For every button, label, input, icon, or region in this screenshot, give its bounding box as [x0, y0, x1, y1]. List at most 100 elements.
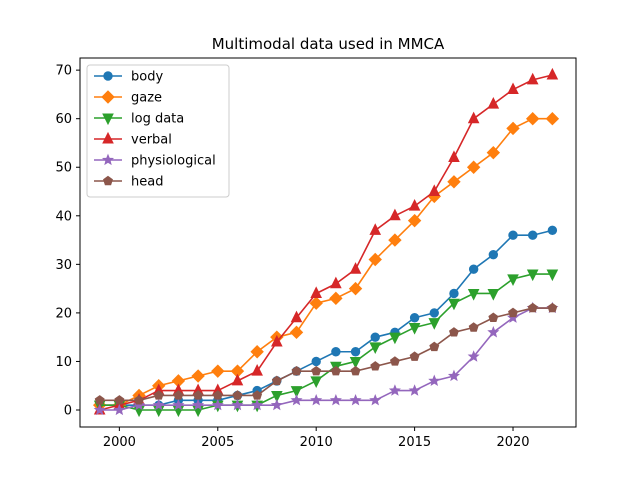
data-point-verbal — [310, 286, 322, 298]
data-point-gaze — [506, 121, 520, 136]
data-point-verbal — [526, 72, 539, 85]
data-point-verbal — [231, 373, 244, 386]
data-point-gaze — [466, 160, 481, 174]
data-point-gaze — [309, 296, 323, 310]
data-point-physiological — [388, 384, 401, 396]
data-point-physiological — [408, 384, 421, 396]
series-line-head — [99, 307, 553, 402]
data-point-head — [508, 307, 518, 318]
series-head — [94, 302, 558, 405]
data-point-body — [449, 288, 459, 299]
data-point-gaze — [486, 145, 501, 160]
y-tick-label: 70 — [55, 64, 72, 79]
data-point-head — [311, 365, 322, 376]
data-point-physiological — [192, 398, 205, 411]
data-point-physiological — [172, 398, 185, 411]
data-point-body — [350, 347, 361, 357]
data-point-gaze — [388, 233, 402, 247]
data-point-body — [527, 230, 538, 240]
data-point-gaze — [348, 281, 363, 296]
data-point-body — [370, 332, 380, 342]
data-point-head — [389, 356, 400, 366]
data-point-physiological — [428, 374, 441, 387]
data-point-physiological — [349, 393, 362, 406]
legend: body gaze log data verbal physiological head — [86, 64, 230, 198]
data-point-head — [212, 390, 223, 400]
data-point-verbal — [546, 67, 559, 80]
data-point-physiological — [113, 403, 126, 416]
data-point-verbal — [330, 276, 342, 289]
data-point-log-data — [448, 298, 460, 311]
data-point-log-data — [349, 356, 362, 369]
plot-frame — [79, 57, 577, 428]
legend-label: gaze — [131, 91, 162, 106]
data-point-log-data — [310, 376, 322, 388]
data-point-head — [449, 327, 459, 337]
data-point-log-data — [507, 274, 519, 287]
data-point-log-data — [369, 342, 382, 355]
legend-label: body — [131, 70, 163, 85]
data-point-physiological — [506, 311, 520, 323]
legend-item-log-data: log data — [94, 112, 184, 127]
data-point-head — [370, 361, 381, 371]
data-point-body — [409, 313, 420, 323]
data-point-gaze — [545, 111, 560, 126]
series-log-data — [93, 269, 559, 418]
data-point-log-data — [408, 322, 421, 335]
data-point-head — [527, 302, 538, 313]
data-point-physiological — [270, 398, 283, 411]
data-point-head — [232, 390, 243, 400]
data-point-verbal — [271, 334, 283, 347]
data-point-gaze — [329, 291, 343, 306]
data-point-head — [488, 312, 499, 322]
data-point-verbal — [251, 364, 263, 376]
data-point-physiological — [211, 398, 224, 411]
x-tick-label: 2015 — [398, 435, 431, 450]
legend-item-verbal: verbal — [94, 131, 172, 148]
legend-swatch-marker — [102, 131, 114, 144]
data-point-gaze — [407, 213, 422, 228]
data-point-body — [311, 356, 321, 367]
legend-swatch-marker — [102, 113, 114, 126]
data-point-head — [409, 351, 420, 361]
legend-item-head: head — [94, 175, 163, 190]
data-point-verbal — [487, 97, 500, 109]
data-point-body — [547, 225, 558, 236]
legend-label: head — [131, 175, 163, 190]
chart-title: Multimodal data used in MMCA — [212, 35, 445, 53]
data-point-verbal — [507, 82, 519, 95]
data-point-verbal — [408, 198, 421, 211]
y-tick-label: 20 — [55, 306, 72, 321]
data-point-gaze — [191, 369, 205, 383]
data-point-physiological — [369, 393, 382, 406]
data-point-physiological — [152, 398, 165, 411]
y-axis: 0 10 20 30 40 50 60 70 — [55, 64, 80, 419]
y-tick-label: 60 — [55, 112, 72, 127]
data-point-physiological — [290, 393, 303, 406]
data-point-log-data — [546, 269, 559, 282]
data-point-verbal — [349, 262, 362, 274]
data-point-head — [429, 341, 440, 352]
y-tick-label: 10 — [55, 355, 72, 370]
data-point-log-data — [526, 269, 539, 282]
x-tick-label: 2005 — [201, 435, 234, 450]
data-point-verbal — [389, 208, 401, 221]
legend-box — [86, 64, 230, 198]
data-point-verbal — [369, 223, 382, 235]
data-point-verbal — [428, 184, 441, 197]
y-tick-label: 40 — [55, 209, 72, 224]
data-point-gaze — [525, 111, 540, 126]
data-point-physiological — [251, 398, 264, 411]
data-point-physiological — [310, 393, 323, 406]
legend-item-gaze: gaze — [94, 90, 162, 106]
data-point-head — [252, 390, 263, 400]
x-axis: 2000 2005 2010 2015 2020 — [103, 427, 530, 450]
data-point-head — [173, 390, 184, 400]
legend-swatch-marker — [103, 71, 113, 81]
data-point-log-data — [290, 386, 303, 398]
data-point-physiological — [93, 403, 106, 416]
data-point-head — [291, 365, 302, 376]
data-point-gaze — [211, 364, 225, 378]
y-tick-label: 30 — [55, 258, 72, 273]
